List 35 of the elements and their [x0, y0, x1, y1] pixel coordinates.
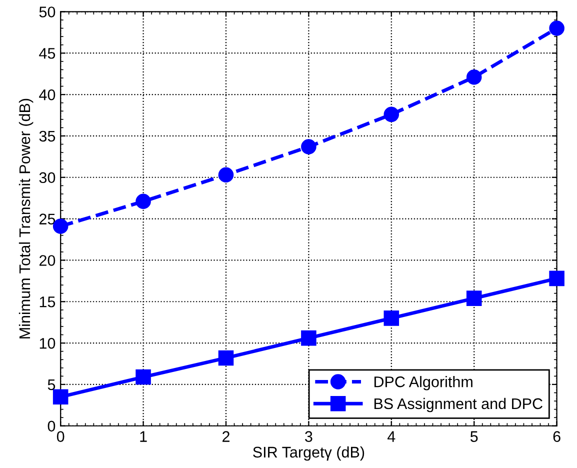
legend-label: DPC Algorithm	[374, 376, 472, 390]
x-tick-label: 2	[222, 431, 230, 442]
y-tick-label: 20	[40, 255, 56, 266]
point	[136, 194, 151, 210]
x-tick-label: 6	[553, 431, 560, 442]
point	[466, 70, 482, 85]
point	[301, 330, 316, 346]
y-tick-label: 10	[40, 338, 56, 349]
point	[136, 369, 151, 385]
y-tick-label: 0	[48, 420, 56, 432]
point	[384, 106, 400, 122]
point	[384, 310, 400, 326]
x-axis-title: SIR Targetγ (dB)	[253, 446, 364, 461]
y-tick-label: 30	[39, 172, 56, 184]
legend-label: BS Assignment and DPC	[374, 398, 542, 412]
point	[549, 270, 564, 286]
x-tick-label: 0	[56, 431, 64, 442]
y-tick-label: 50	[39, 6, 56, 18]
y-tick-label: 5	[48, 379, 56, 390]
y-axis-title: Minimum Total Transmit Power (dB)	[18, 98, 34, 338]
x-tick-label: 3	[305, 431, 312, 442]
y-tick-label: 15	[40, 296, 56, 308]
point	[218, 167, 234, 183]
point	[549, 20, 564, 36]
point	[466, 290, 482, 306]
y-tick-label: 25	[40, 214, 56, 224]
point	[52, 389, 68, 405]
point	[218, 350, 234, 366]
y-tick-label: 40	[39, 89, 56, 100]
x-tick-label: 4	[388, 431, 396, 442]
y-tick-label: 45	[39, 48, 56, 59]
point	[301, 139, 316, 154]
x-tick-label: 1	[140, 431, 147, 442]
x-tick-label: 5	[470, 431, 478, 442]
y-tick-label: 35	[39, 130, 56, 142]
